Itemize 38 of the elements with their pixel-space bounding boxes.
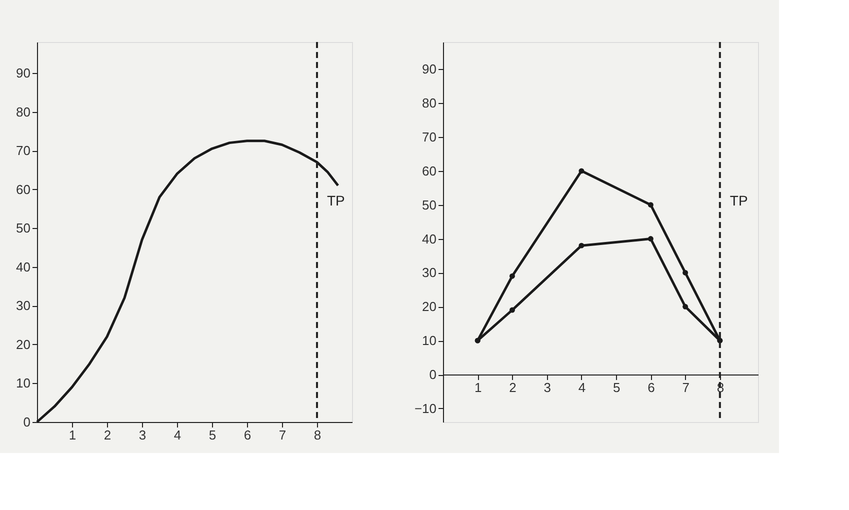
y-tick-label: 60: [16, 182, 30, 197]
y-tick-label: 10: [422, 333, 436, 348]
y-tick-label: 0: [429, 367, 436, 382]
y-tick-label: 70: [422, 130, 436, 144]
x-tick-label: 1: [68, 428, 76, 442]
x-tick-label: 4: [174, 428, 182, 442]
y-tick-label: 80: [422, 96, 436, 111]
x-tick-label: 3: [138, 428, 146, 442]
y-tick-label: 30: [16, 298, 30, 314]
x-tick-label: 4: [578, 380, 586, 395]
ref-line-label: TP: [730, 192, 748, 209]
y-tick-label: 90: [16, 66, 30, 81]
y-tick-label: 10: [16, 376, 30, 391]
x-tick-label: 5: [612, 380, 620, 395]
y-tick-label: 70: [16, 143, 30, 158]
y-tick-label: 80: [16, 104, 30, 120]
y-tick-label: 40: [16, 259, 30, 274]
x-tick-label: 2: [104, 428, 112, 442]
x-tick-label: 6: [648, 380, 655, 395]
y-tick-label: 60: [422, 163, 436, 178]
x-tick-label: 8: [314, 428, 322, 442]
y-tick-label: 30: [422, 265, 436, 280]
x-tick-label: 3: [544, 380, 551, 395]
x-tick-label: 7: [278, 428, 286, 442]
y-tick-label: 20: [422, 299, 436, 314]
y-tick-label: 90: [422, 62, 436, 77]
y-tick-label: −10: [414, 400, 436, 416]
ref-line-label: TP: [327, 192, 345, 209]
x-tick-label: 1: [474, 380, 482, 395]
y-tick-label: 40: [422, 231, 436, 246]
x-tick-label: 7: [682, 380, 690, 395]
y-tick-label: 50: [422, 197, 436, 212]
y-tick-label: 0: [23, 414, 30, 430]
x-tick-label: 2: [509, 380, 516, 395]
y-tick-label: 50: [16, 220, 30, 236]
x-tick-label: 6: [244, 428, 252, 442]
x-tick-label: 5: [208, 428, 216, 442]
y-tick-label: 20: [16, 336, 30, 352]
